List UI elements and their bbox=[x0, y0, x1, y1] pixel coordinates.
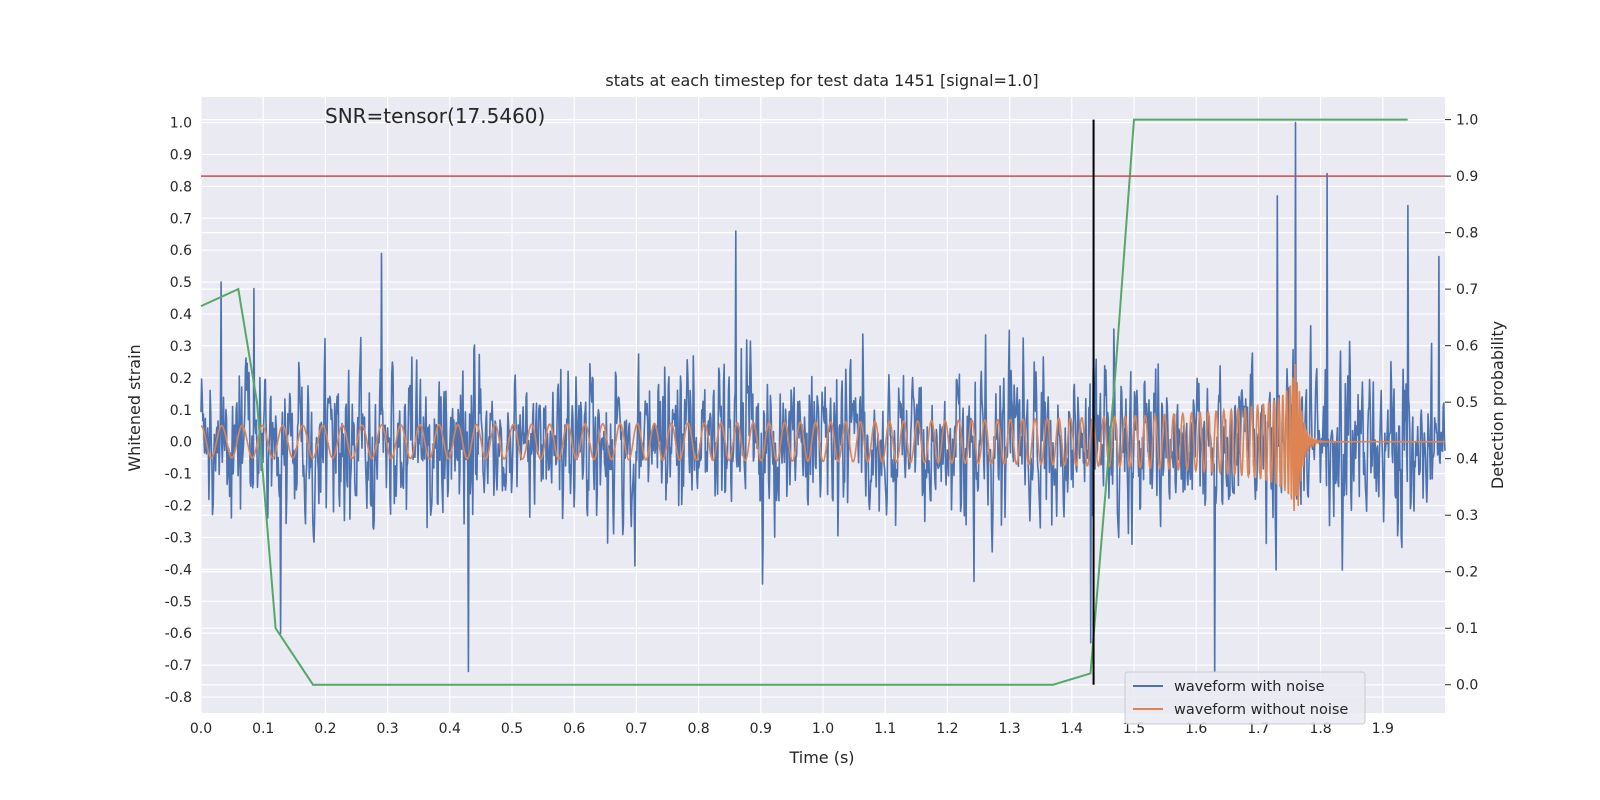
x-tick-label: 0.0 bbox=[190, 721, 212, 737]
x-tick-label: 0.2 bbox=[314, 721, 336, 737]
y-tick-label: 0.9 bbox=[170, 147, 192, 163]
y2-tick-label: 0.7 bbox=[1456, 282, 1478, 298]
x-tick-label: 1.8 bbox=[1309, 721, 1331, 737]
x-tick-label: 1.6 bbox=[1185, 721, 1207, 737]
y2-axis-label: Detection probability bbox=[1488, 321, 1507, 489]
y-tick-label: 0.3 bbox=[170, 339, 192, 355]
y2-tick-label: 0.3 bbox=[1456, 508, 1478, 524]
y-tick-label: -0.6 bbox=[165, 626, 192, 642]
y-tick-label: 0.7 bbox=[170, 211, 192, 227]
y2-tick-label: 0.6 bbox=[1456, 339, 1478, 355]
y-axis-ticks: -0.8 -0.7 -0.6 -0.5 -0.4 -0.3 -0.2 -0.1 0.0 0.1 0.… bbox=[165, 116, 192, 707]
legend-label-noise: waveform with noise bbox=[1174, 679, 1325, 695]
x-tick-label: 0.9 bbox=[750, 721, 772, 737]
series-detection-probability bbox=[200, 118, 1408, 686]
x-tick-label: 1.1 bbox=[874, 721, 896, 737]
y-tick-label: 0.4 bbox=[170, 307, 192, 323]
x-tick-label: 0.5 bbox=[501, 721, 523, 737]
y-tick-label: 1.0 bbox=[170, 116, 192, 132]
series-layer bbox=[200, 118, 1446, 686]
series-waveform-with-noise bbox=[200, 121, 1446, 673]
x-tick-label: 1.5 bbox=[1123, 721, 1145, 737]
x-tick-label: 1.7 bbox=[1247, 721, 1269, 737]
y-tick-label: -0.4 bbox=[165, 562, 192, 578]
y-tick-label: -0.8 bbox=[165, 690, 192, 706]
reference-lines bbox=[201, 119, 1445, 685]
y-tick-label: 0.1 bbox=[170, 403, 192, 419]
chart-title: stats at each timestep for test data 145… bbox=[605, 71, 1038, 90]
legend-label-clean: waveform without noise bbox=[1174, 702, 1348, 718]
x-tick-label: 0.6 bbox=[563, 721, 585, 737]
y-axis-label: Whitened strain bbox=[125, 344, 144, 471]
legend-box bbox=[1124, 671, 1366, 725]
y2-tick-label: 0.8 bbox=[1456, 226, 1478, 242]
y2-tick-label: 0.1 bbox=[1456, 621, 1478, 637]
y2-tick-label: 1.0 bbox=[1456, 113, 1478, 129]
y2-axis-ticks: 0.0 0.1 0.2 0.3 0.4 0.5 0.6 0.7 0.8 0.9 1.0 bbox=[1445, 113, 1478, 694]
x-tick-label: 1.9 bbox=[1372, 721, 1394, 737]
x-tick-label: 1.4 bbox=[1061, 721, 1083, 737]
x-axis-ticks: 0.0 0.1 0.2 0.3 0.4 0.5 0.6 0.7 0.8 0.9 1.0 1.1 1.2 1… bbox=[190, 721, 1394, 737]
x-tick-label: 1.2 bbox=[936, 721, 958, 737]
y-tick-label: 0.2 bbox=[170, 371, 192, 387]
x-tick-label: 1.3 bbox=[998, 721, 1020, 737]
x-tick-label: 0.1 bbox=[252, 721, 274, 737]
y-tick-label: -0.1 bbox=[165, 467, 192, 483]
x-axis-label: Time (s) bbox=[788, 748, 854, 767]
legend: waveform with noise waveform without noi… bbox=[1124, 671, 1366, 725]
y-tick-label: -0.3 bbox=[165, 530, 192, 546]
series-waveform-without-noise bbox=[200, 363, 1445, 512]
y-tick-label: -0.5 bbox=[165, 594, 192, 610]
x-tick-label: 0.4 bbox=[439, 721, 461, 737]
x-tick-label: 0.7 bbox=[625, 721, 647, 737]
y2-tick-label: 0.5 bbox=[1456, 395, 1478, 411]
y2-tick-label: 0.2 bbox=[1456, 565, 1478, 581]
y2-tick-label: 0.0 bbox=[1456, 678, 1478, 694]
x-tick-label: 0.3 bbox=[376, 721, 398, 737]
y2-tick-label: 0.4 bbox=[1456, 452, 1478, 468]
x-tick-label: 1.0 bbox=[812, 721, 834, 737]
y-tick-label: 0.5 bbox=[170, 275, 192, 291]
y-tick-label: 0.6 bbox=[170, 243, 192, 259]
y-tick-label: 0.0 bbox=[170, 435, 192, 451]
y2-tick-label: 0.9 bbox=[1456, 169, 1478, 185]
y-tick-label: 0.8 bbox=[170, 179, 192, 195]
x-tick-label: 0.8 bbox=[687, 721, 709, 737]
snr-annotation: SNR=tensor(17.5460) bbox=[325, 104, 545, 128]
y-tick-label: -0.7 bbox=[165, 658, 192, 674]
y-tick-label: -0.2 bbox=[165, 499, 192, 515]
